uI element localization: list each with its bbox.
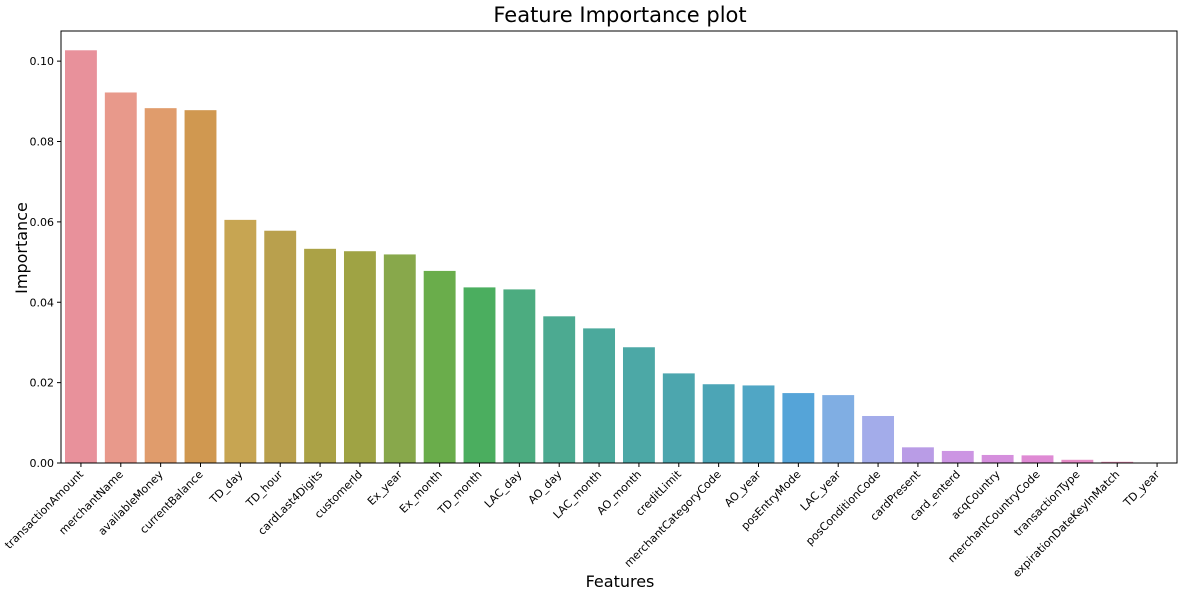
plot-frame xyxy=(60,30,1178,464)
bar-TD_day xyxy=(224,219,257,463)
bars-group xyxy=(64,50,1134,464)
x-tick-label: LAC_day xyxy=(482,468,525,511)
y-axis-label: Importance xyxy=(12,202,31,294)
bar-currentBalance xyxy=(184,110,217,464)
bar-TD_hour xyxy=(264,230,297,463)
x-tick-label: posConditionCode xyxy=(803,468,883,548)
bar-card_enterd xyxy=(941,450,974,463)
bar-posConditionCode xyxy=(862,415,895,463)
y-axis: 0.00 0.02 0.04 0.06 0.08 0.10 xyxy=(30,55,61,470)
x-tick-label: TD_day xyxy=(207,468,246,507)
bar-acqCountry xyxy=(981,454,1014,463)
bar-AO_day xyxy=(543,316,576,463)
bar-transactionType xyxy=(1061,459,1094,463)
y-tick-label: 0.06 xyxy=(30,216,55,229)
bar-AO_year xyxy=(742,385,775,463)
x-tick-label: Ex_year xyxy=(365,468,405,508)
x-tick-label: AO_day xyxy=(526,468,565,507)
x-axis: transactionAmountmerchantNameavailableMo… xyxy=(2,463,1163,580)
bar-merchantCountryCode xyxy=(1021,455,1054,463)
bar-LAC_day xyxy=(503,289,536,463)
bar-TD_month xyxy=(463,287,496,463)
bar-merchantName xyxy=(104,92,137,463)
bar-creditLimit xyxy=(662,373,695,463)
bar-transactionAmount xyxy=(64,50,97,463)
chart-title: Feature Importance plot xyxy=(493,3,746,27)
bar-posEntryMode xyxy=(782,393,815,463)
y-tick-label: 0.02 xyxy=(30,377,55,390)
bar-expirationDateKeyInMatch xyxy=(1101,461,1134,463)
bar-cardLast4Digits xyxy=(304,248,337,463)
y-tick-label: 0.10 xyxy=(30,55,55,68)
x-axis-label: Features xyxy=(586,572,655,591)
y-tick-label: 0.08 xyxy=(30,136,55,149)
y-tick-label: 0.04 xyxy=(30,296,55,309)
y-tick-label: 0.00 xyxy=(30,457,55,470)
bar-LAC_year xyxy=(822,395,855,463)
bar-availableMoney xyxy=(144,108,177,463)
bar-Ex_year xyxy=(383,254,416,463)
bar-merchantCategoryCode xyxy=(702,384,735,463)
x-tick-label: TD_year xyxy=(1120,468,1162,510)
bar-AO_month xyxy=(622,347,655,463)
bar-LAC_month xyxy=(583,328,616,463)
bar-cardPresent xyxy=(901,447,934,463)
bar-Ex_month xyxy=(423,270,456,463)
bar-customerId xyxy=(343,251,376,463)
